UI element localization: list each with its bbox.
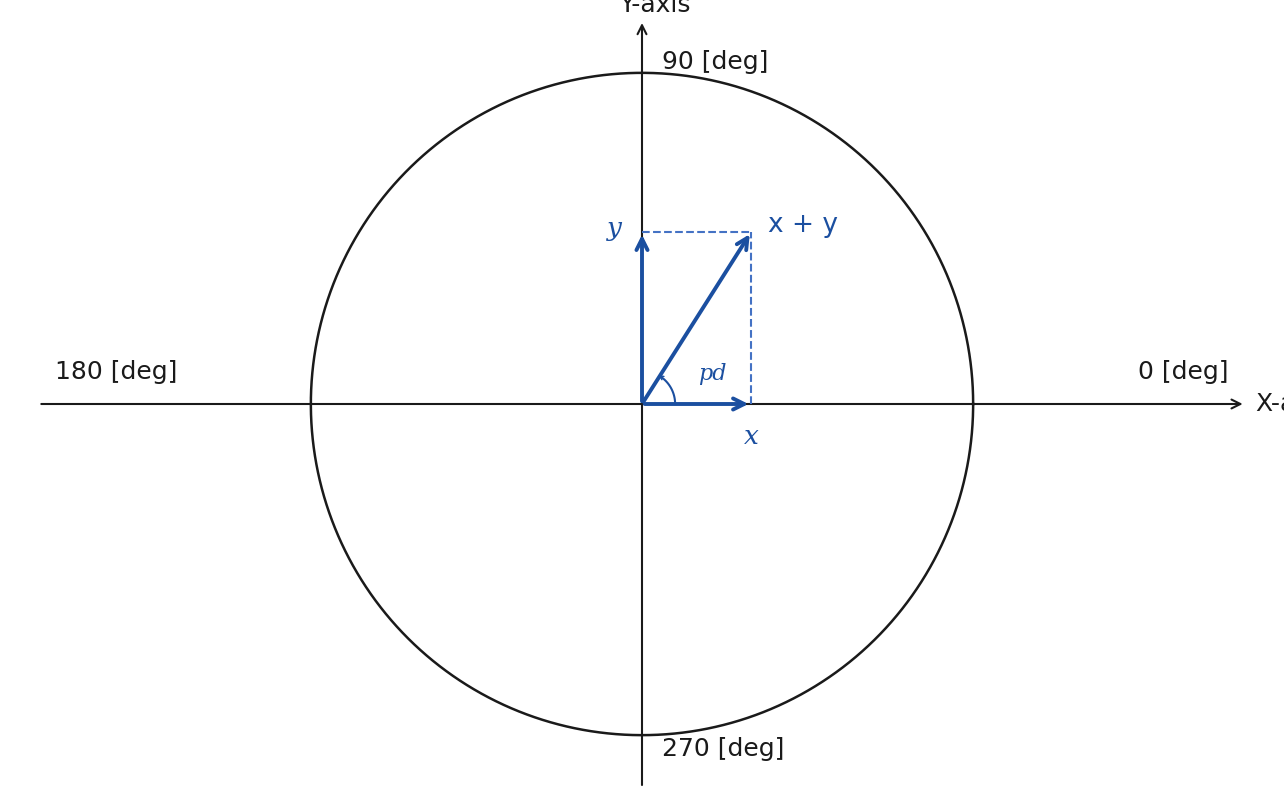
- Text: 270 [deg]: 270 [deg]: [661, 738, 785, 761]
- Text: y: y: [607, 216, 623, 241]
- Text: 180 [deg]: 180 [deg]: [55, 360, 177, 384]
- Text: x + y: x + y: [768, 213, 838, 238]
- Text: 90 [deg]: 90 [deg]: [661, 50, 768, 74]
- Text: X-axis: X-axis: [1256, 392, 1284, 416]
- Text: pd: pd: [698, 363, 727, 385]
- Text: Y-axis: Y-axis: [619, 0, 691, 17]
- Text: 0 [deg]: 0 [deg]: [1139, 360, 1229, 384]
- Text: x: x: [743, 424, 759, 449]
